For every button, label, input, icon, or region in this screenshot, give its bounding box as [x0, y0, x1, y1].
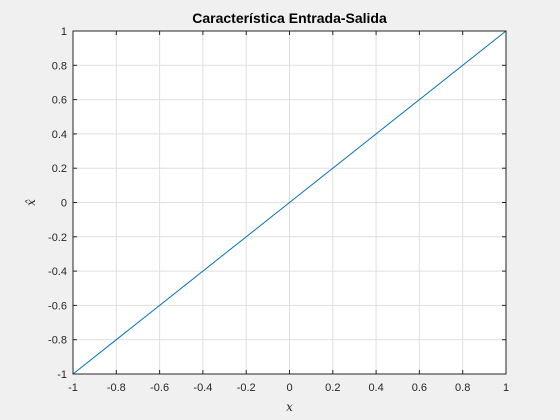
- x-tick-labels: -1 -0.8 -0.6 -0.4 -0.2 0 0.2 0.4 0.6 0.8 1: [68, 382, 509, 394]
- y-tick-label: -0.6: [48, 300, 67, 312]
- y-tick-label: 0.2: [52, 163, 67, 175]
- x-tick-label: 0: [286, 382, 292, 394]
- y-tick-label: 0: [61, 198, 67, 210]
- x-tick-label: -0.8: [107, 382, 126, 394]
- chart-title: Característica Entrada-Salida: [192, 10, 387, 26]
- x-tick-label: 0.8: [455, 382, 470, 394]
- x-tick-label: 0.2: [325, 382, 340, 394]
- y-axis-label: x̂: [24, 199, 38, 206]
- x-tick-label: 1: [503, 382, 509, 394]
- x-tick-label: -0.2: [237, 382, 256, 394]
- y-tick-labels: -1 -0.8 -0.6 -0.4 -0.2 0 0.2 0.4 0.6 0.8 1: [48, 26, 67, 381]
- x-tick-label: -1: [68, 382, 78, 394]
- y-tick-label: -0.8: [48, 335, 67, 347]
- x-tick-label: -0.4: [193, 382, 212, 394]
- y-tick-label: 0.6: [52, 95, 67, 107]
- y-tick-label: 0.4: [52, 129, 67, 141]
- x-tick-label: 0.6: [412, 382, 427, 394]
- y-tick-label: 1: [61, 26, 67, 38]
- x-tick-label: 0.4: [368, 382, 383, 394]
- x-axis-label: x: [286, 400, 293, 414]
- y-tick-label: -1: [57, 369, 67, 381]
- x-tick-label: -0.6: [150, 382, 169, 394]
- y-tick-label: -0.2: [48, 232, 67, 244]
- y-tick-label: 0.8: [52, 60, 67, 72]
- y-tick-label: -0.4: [48, 266, 67, 278]
